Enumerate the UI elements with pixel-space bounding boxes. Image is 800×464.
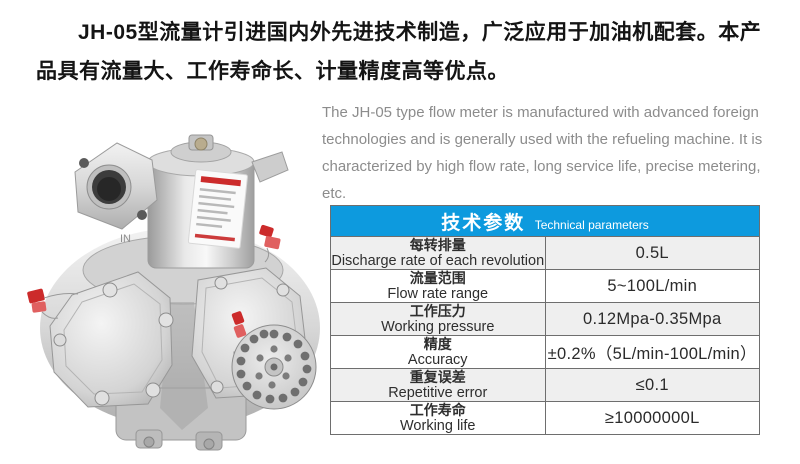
spec-label-en: Discharge rate of each revolution [331, 253, 545, 269]
spec-label: 工作寿命 Working life [330, 401, 546, 435]
spec-value: ≥10000000L [544, 401, 760, 435]
table-title-en: Technical parameters [534, 217, 649, 232]
spec-value-text: 0.12Mpa-0.35Mpa [583, 309, 722, 328]
spec-value: 5~100L/min [544, 269, 760, 303]
spec-value: 0.5L [544, 236, 760, 270]
spec-label-cn: 流量范围 [409, 270, 466, 286]
table-title-cn: 技术参数 [441, 212, 526, 234]
table-row: 流量范围 Flow rate range 5~100L/min [330, 269, 760, 303]
table-header: 技术参数 Technical parameters [330, 205, 760, 237]
table-row: 精度 Accuracy ±0.2%（5L/min-100L/min） [330, 335, 760, 369]
spec-value-text: ≤0.1 [635, 375, 669, 394]
spec-value: ≤0.1 [544, 368, 760, 402]
table-row: 工作压力 Working pressure 0.12Mpa-0.35Mpa [330, 302, 760, 336]
spec-label: 工作压力 Working pressure [330, 302, 546, 336]
spec-value: 0.12Mpa-0.35Mpa [544, 302, 760, 336]
table-row: 重复误差 Repetitive error ≤0.1 [330, 368, 760, 402]
spec-value-text: ±0.2%（5L/min-100L/min） [547, 345, 757, 363]
spec-label-en: Repetitive error [388, 385, 488, 401]
seal-tag-left [27, 288, 79, 319]
spec-value-text: 0.5L [635, 243, 669, 262]
spec-label: 重复误差 Repetitive error [330, 368, 546, 402]
seal-tag-disc [231, 311, 247, 338]
spec-label: 精度 Accuracy [330, 335, 546, 369]
spec-value-text: ≥10000000L [604, 408, 700, 427]
spec-label-cn: 每转排量 [409, 237, 466, 253]
spec-label: 每转排量 Discharge rate of each revolution [330, 236, 546, 270]
intro-paragraph-cn: JH-05型流量计引进国内外先进技术制造，广泛应用于加油机配套。本产品具有流量大… [36, 21, 762, 83]
table-row: 工作寿命 Working life ≥10000000L [330, 401, 760, 435]
spec-label-cn: 工作压力 [409, 303, 466, 319]
table-header-row: 技术参数 Technical parameters [330, 205, 760, 237]
spec-label-cn: 精度 [423, 336, 452, 352]
spec-label-cn: 重复误差 [409, 369, 466, 385]
spec-label-en: Flow rate range [387, 286, 489, 302]
product-label [187, 169, 248, 249]
cast-mark: IN [120, 233, 131, 245]
spec-label-en: Working life [400, 418, 476, 434]
spec-label-cn: 工作寿命 [409, 402, 466, 418]
coupling-disc [231, 324, 317, 410]
spec-label: 流量范围 Flow rate range [330, 269, 546, 303]
product-photo: IN [20, 130, 330, 462]
intro-paragraph-en: The JH-05 type flow meter is manufacture… [322, 104, 763, 202]
spec-value-text: 5~100L/min [607, 276, 698, 295]
spec-value: ±0.2%（5L/min-100L/min） [544, 335, 760, 369]
technical-parameters-table: 技术参数 Technical parameters 每转排量 Discharge… [330, 205, 760, 435]
spec-label-en: Working pressure [381, 319, 495, 335]
left-chamber-cover [49, 271, 174, 408]
inlet-flange [74, 142, 158, 230]
seal-tag-right [259, 224, 281, 263]
table-row: 每转排量 Discharge rate of each revolution 0… [330, 236, 760, 270]
spec-label-en: Accuracy [407, 352, 468, 368]
flow-meter-illustration: IN [27, 134, 320, 451]
